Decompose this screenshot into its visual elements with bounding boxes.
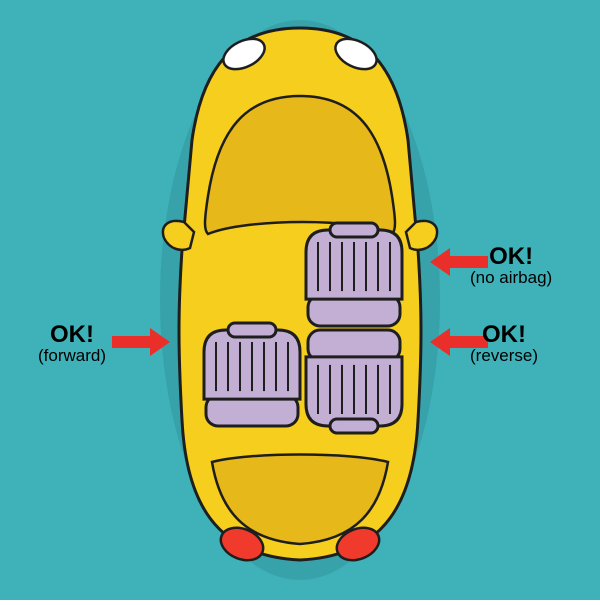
label-forward-sub: (forward) — [38, 347, 106, 365]
label-no-airbag-sub: (no airbag) — [470, 269, 552, 287]
label-no-airbag-title: OK! — [470, 244, 552, 269]
label-forward: OK! (forward) — [38, 322, 106, 365]
label-forward-title: OK! — [38, 322, 106, 347]
label-no-airbag: OK! (no airbag) — [470, 244, 552, 287]
seat-rear-right — [306, 330, 402, 433]
seat-front-right — [306, 223, 402, 326]
car-seat-diagram — [0, 0, 600, 600]
seat-rear-left — [204, 323, 300, 426]
label-reverse-sub: (reverse) — [470, 347, 538, 365]
label-reverse-title: OK! — [470, 322, 538, 347]
label-reverse: OK! (reverse) — [470, 322, 538, 365]
diagram-stage: OK! (forward) OK! (no airbag) OK! (rever… — [0, 0, 600, 600]
